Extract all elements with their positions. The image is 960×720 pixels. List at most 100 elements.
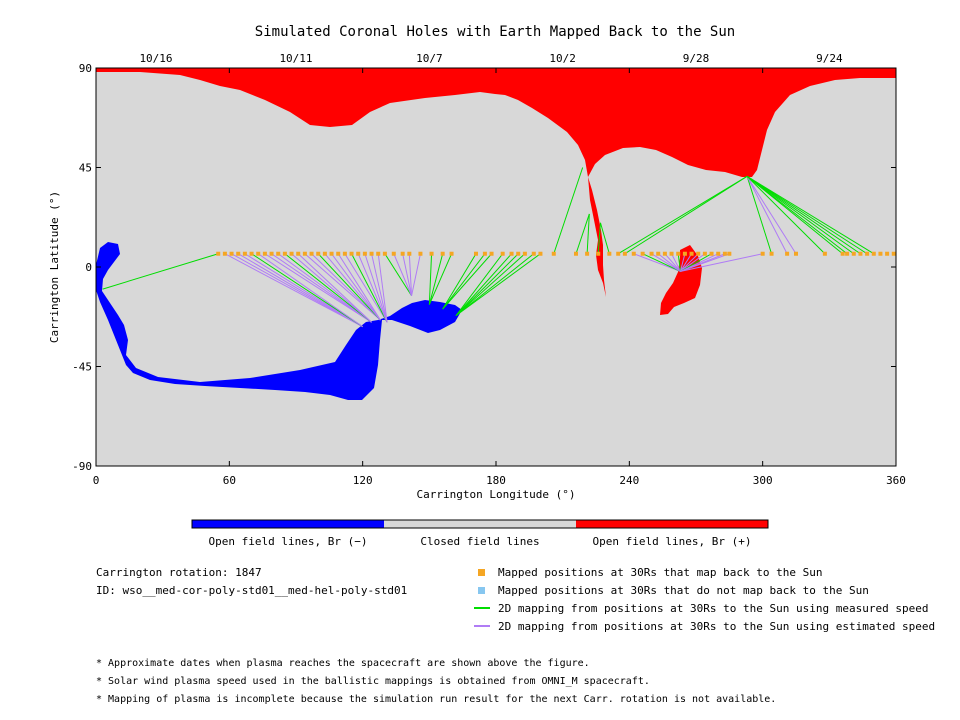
measured-mapping-line [251, 253, 363, 328]
colorbar-frame [191, 519, 769, 529]
y-tick-label: 90 [79, 62, 92, 75]
x-tick-label: 0 [93, 474, 100, 487]
mapped-positions [216, 251, 896, 256]
y-tick-label: 45 [79, 162, 92, 175]
legend-unmapped-swatch [478, 587, 485, 594]
estimated-mapping-line [337, 253, 381, 321]
mapped-position [616, 251, 621, 256]
date-tick-label: 10/16 [139, 52, 172, 65]
measured-mapping-line [746, 175, 861, 255]
footnote-incomplete: * Mapping of plasma is incomplete becaus… [96, 694, 776, 705]
estimated-mapping-line [377, 253, 388, 323]
mapped-position [400, 251, 405, 256]
measured-mapping-line [746, 175, 875, 255]
measured-mapping-line [102, 253, 219, 290]
mapped-position [794, 251, 798, 256]
footnotes: * Approximate dates when plasma reaches … [96, 658, 776, 705]
y-tick-label: 0 [85, 261, 92, 274]
x-tick-label: 60 [223, 474, 236, 487]
estimated-mapping-line [357, 253, 388, 323]
mapped-position [551, 251, 556, 256]
mapped-position [607, 251, 612, 256]
colorbar-label-closed: Closed field lines [420, 535, 539, 548]
mapped-position [329, 251, 334, 256]
mapped-position [709, 251, 714, 256]
measured-mapping-line [428, 253, 453, 305]
measured-mapping-line [455, 253, 519, 316]
axis-ticks: 0 60 120 180 240 300 360 90 45 0 -45 -90 [72, 62, 906, 487]
mapped-position [516, 251, 521, 256]
estimated-mapping-line [297, 253, 372, 323]
mapped-position [229, 251, 234, 256]
colorbar-positive [576, 520, 768, 528]
mapped-position [727, 251, 732, 256]
measured-mapping-line [553, 167, 584, 254]
measured-mapping-line [586, 213, 590, 254]
mapped-position [282, 251, 287, 256]
mapped-position [760, 251, 765, 256]
positive-patch [660, 245, 702, 315]
x-axis-label: Carrington Longitude (°) [417, 488, 576, 501]
mapped-position [785, 251, 790, 256]
mapped-position [891, 251, 896, 256]
measured-mapping-line [455, 253, 504, 316]
mapped-position [840, 251, 845, 256]
estimated-mapping-line [411, 253, 421, 296]
footnote-dates: * Approximate dates when plasma reaches … [96, 658, 590, 669]
measured-mapping-line [746, 176, 773, 254]
date-tick-label: 10/2 [549, 52, 576, 65]
mapped-position [302, 251, 307, 256]
mapped-position [309, 251, 314, 256]
positive-extension [588, 177, 606, 297]
run-id: ID: wso__med-cor-poly-std01__med-hel-pol… [96, 584, 407, 597]
estimated-mapping-line [402, 253, 413, 296]
measured-mapping-line [455, 253, 512, 316]
x-tick-label: 120 [353, 474, 373, 487]
mapped-position [500, 251, 505, 256]
mapping-lines [102, 167, 875, 328]
mapped-position [449, 251, 454, 256]
mapped-position [574, 251, 578, 256]
measured-mapping-line [746, 175, 855, 255]
measured-mapping-line [455, 253, 526, 317]
measured-mapping-line [599, 222, 610, 254]
mapped-position [296, 251, 301, 256]
measured-mapping-line [597, 222, 601, 254]
plot-area [96, 68, 896, 466]
mapped-position [702, 251, 707, 256]
mapped-position [716, 251, 721, 256]
mapped-position [316, 251, 321, 256]
measured-mapping-line [624, 175, 748, 255]
mapped-position [356, 251, 361, 256]
mapped-position [878, 251, 883, 256]
mapped-position [262, 251, 267, 256]
estimated-mapping-line [324, 253, 381, 321]
measured-mapping-line [428, 253, 433, 305]
measured-mapping-line [746, 175, 868, 255]
legend-mapped-swatch [478, 569, 485, 576]
y-axis-label: Carrington Latitude (°) [48, 191, 61, 343]
measured-mapping-line [617, 175, 748, 255]
estimated-mapping-line [311, 253, 381, 321]
x-tick-label: 180 [486, 474, 506, 487]
estimated-mapping-line [271, 253, 372, 323]
estimated-mapping-line [244, 253, 363, 328]
colorbar-label-positive: Open field lines, Br (+) [593, 535, 752, 548]
estimated-mapping-line [671, 253, 681, 272]
mapped-position [656, 251, 661, 256]
mapped-position [440, 251, 445, 256]
mapped-position [622, 251, 627, 256]
colorbar: Open field lines, Br (−) Closed field li… [191, 519, 769, 548]
mapped-position [885, 251, 890, 256]
mapped-position [336, 251, 341, 256]
mapped-position [676, 251, 681, 256]
estimated-mapping-line [680, 253, 763, 272]
estimated-mapping-line [679, 253, 686, 272]
estimated-mapping-line [231, 253, 363, 328]
estimated-mapping-line [393, 253, 413, 296]
mapped-position [640, 251, 645, 256]
footnote-speed: * Solar wind plasma speed used in the ba… [96, 676, 650, 687]
y-tick-label: -45 [72, 361, 92, 374]
colorbar-label-negative: Open field lines, Br (−) [209, 535, 368, 548]
estimated-mapping-line [304, 253, 381, 321]
